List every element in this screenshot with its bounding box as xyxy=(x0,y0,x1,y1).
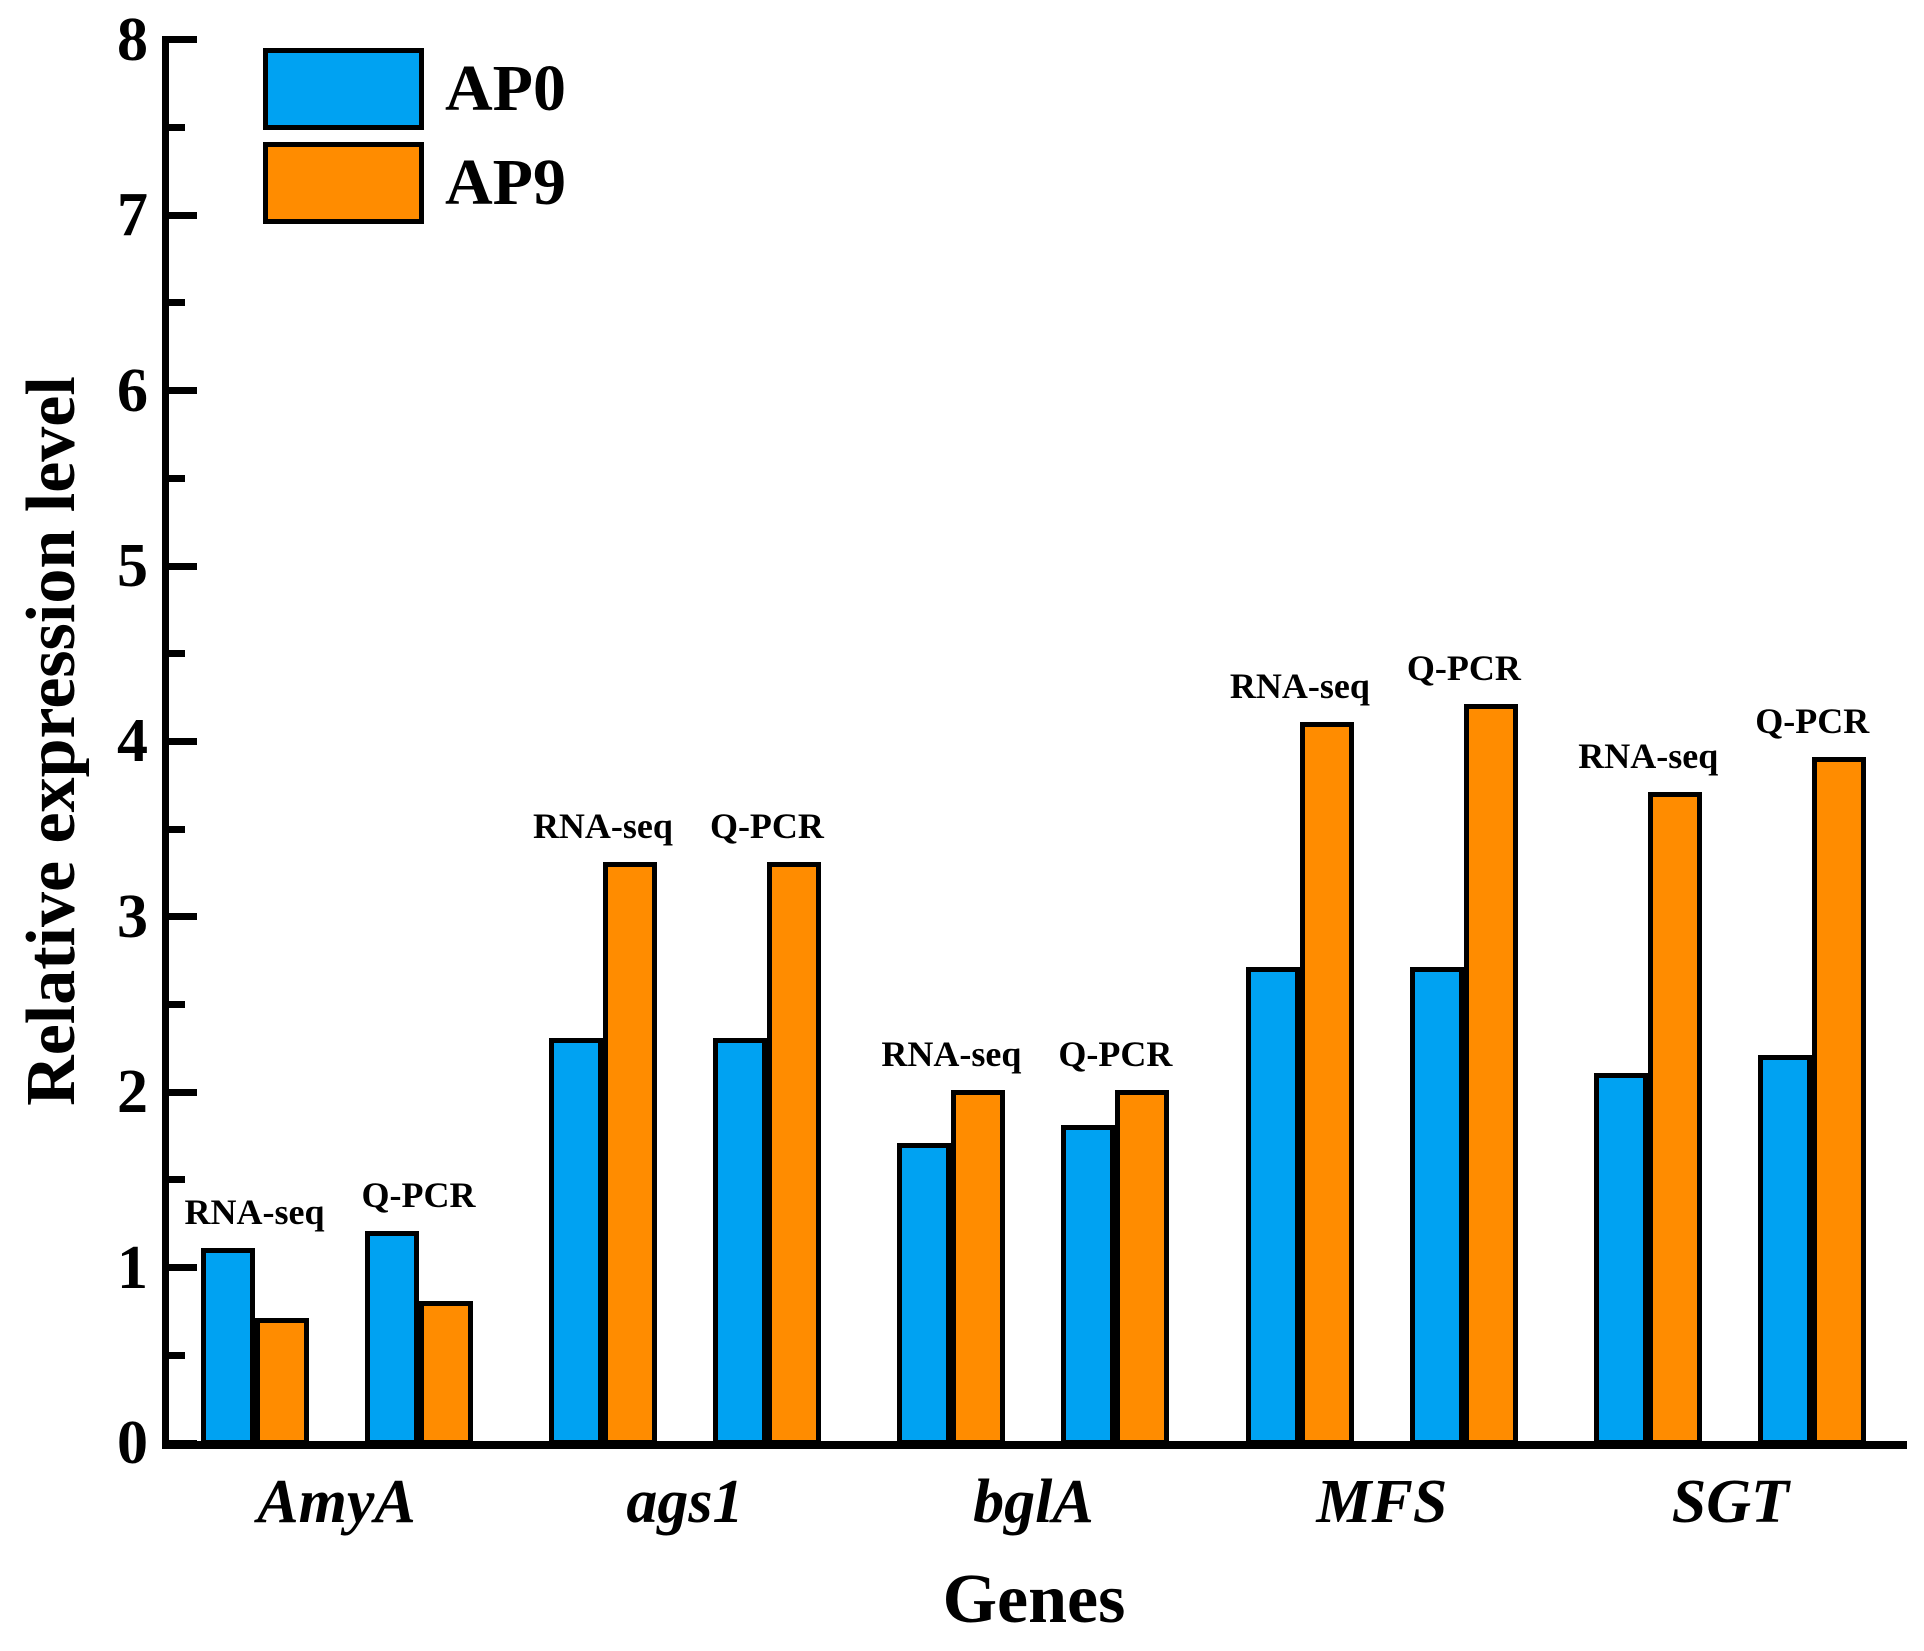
y-tick-major xyxy=(168,211,197,219)
y-tick-major xyxy=(168,737,197,745)
y-tick-minor xyxy=(168,650,185,658)
gene-label: SGT xyxy=(1671,1468,1789,1536)
gene-label: MFS xyxy=(1316,1468,1448,1536)
pair-label: RNA-seq xyxy=(532,806,673,847)
y-tick-major xyxy=(168,1264,197,1272)
bar-ap9-SGT-RNA-seq xyxy=(1648,792,1703,1445)
y-tick-label: 6 xyxy=(117,356,148,425)
y-tick-label: 2 xyxy=(117,1058,148,1127)
y-tick-minor xyxy=(168,474,185,482)
bar-ap0-MFS-Q-PCR xyxy=(1409,967,1464,1445)
y-tick-major xyxy=(168,913,197,921)
bar-ap0-SGT-RNA-seq xyxy=(1594,1072,1649,1445)
pair-label: Q-PCR xyxy=(1755,700,1870,741)
bar-ap0-ags1-Q-PCR xyxy=(712,1037,767,1445)
bar-ap0-MFS-RNA-seq xyxy=(1245,967,1300,1445)
bar-ap0-AmyA-Q-PCR xyxy=(364,1230,419,1445)
bar-ap9-MFS-Q-PCR xyxy=(1463,704,1518,1445)
x-axis-title: Genes xyxy=(942,1561,1126,1638)
y-tick-label: 8 xyxy=(117,5,148,74)
bar-ap9-AmyA-RNA-seq xyxy=(254,1318,309,1445)
y-tick-major xyxy=(168,562,197,570)
bar-ap0-bglA-RNA-seq xyxy=(897,1142,952,1445)
legend-label-ap0: AP0 xyxy=(445,52,566,125)
bar-ap9-bglA-Q-PCR xyxy=(1115,1090,1170,1445)
y-tick-minor xyxy=(168,825,185,833)
pair-label: Q-PCR xyxy=(1406,648,1521,689)
bar-ap9-MFS-RNA-seq xyxy=(1299,721,1354,1445)
bar-ap0-SGT-Q-PCR xyxy=(1758,1055,1813,1445)
y-tick-minor xyxy=(168,1176,185,1184)
pair-label: RNA-seq xyxy=(1578,736,1719,777)
bar-ap0-ags1-RNA-seq xyxy=(548,1037,603,1445)
y-tick-minor xyxy=(168,1351,185,1359)
legend-swatch-ap9 xyxy=(263,142,424,224)
bar-ap9-AmyA-Q-PCR xyxy=(418,1300,473,1445)
y-tick-major xyxy=(168,1439,197,1447)
bar-ap9-ags1-RNA-seq xyxy=(602,862,657,1445)
y-tick-major xyxy=(168,387,197,395)
gene-label: ags1 xyxy=(626,1468,744,1536)
pair-label: RNA-seq xyxy=(881,1034,1022,1075)
pair-label: RNA-seq xyxy=(1229,665,1370,706)
pair-label: RNA-seq xyxy=(184,1192,325,1233)
pair-label: Q-PCR xyxy=(1058,1034,1173,1075)
y-tick-major xyxy=(168,36,197,44)
bar-ap9-bglA-RNA-seq xyxy=(951,1090,1006,1445)
gene-label: AmyA xyxy=(257,1468,416,1536)
y-axis-spine xyxy=(161,36,169,1449)
y-tick-label: 5 xyxy=(117,532,148,600)
y-tick-minor xyxy=(168,1001,185,1008)
y-tick-label: 4 xyxy=(117,707,148,776)
x-axis-spine xyxy=(161,1441,1907,1449)
y-tick-major xyxy=(168,1088,197,1096)
legend-swatch-ap0 xyxy=(263,48,424,130)
bar-ap0-AmyA-RNA-seq xyxy=(200,1248,255,1445)
y-tick-label: 0 xyxy=(117,1409,148,1477)
y-tick-label: 7 xyxy=(117,181,148,250)
pair-label: Q-PCR xyxy=(361,1174,476,1215)
gene-label: bglA xyxy=(973,1468,1094,1536)
legend-label-ap9: AP9 xyxy=(445,146,566,219)
pair-label: Q-PCR xyxy=(709,806,824,847)
y-tick-label: 3 xyxy=(117,882,148,951)
y-tick-label: 1 xyxy=(117,1233,148,1302)
bar-ap0-bglA-Q-PCR xyxy=(1061,1125,1116,1445)
bar-ap9-ags1-Q-PCR xyxy=(766,862,821,1445)
bar-ap9-SGT-Q-PCR xyxy=(1812,756,1867,1445)
y-tick-minor xyxy=(168,299,185,307)
y-tick-minor xyxy=(168,124,185,131)
